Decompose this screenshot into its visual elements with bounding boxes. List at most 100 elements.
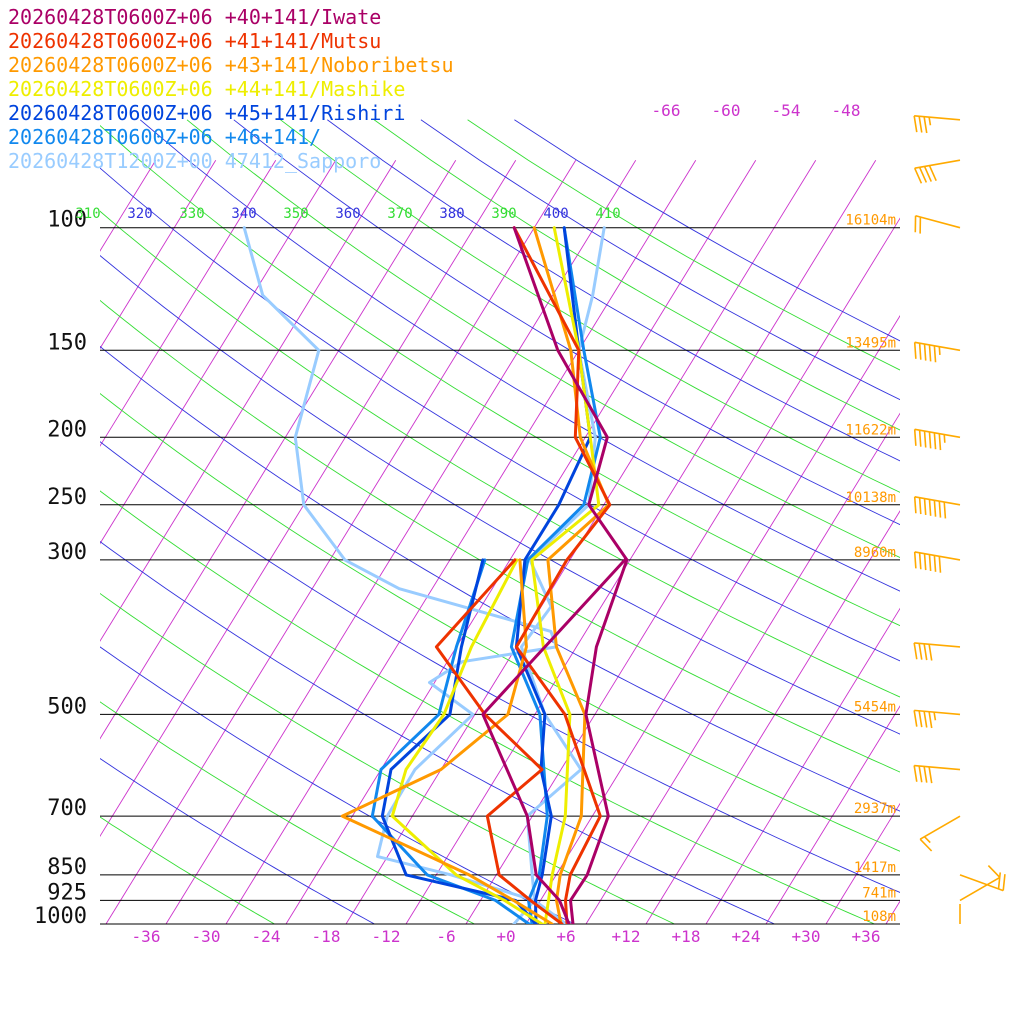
wind-barb bbox=[959, 865, 1001, 902]
wind-barb-flag bbox=[923, 343, 927, 361]
dry-adiabat bbox=[100, 345, 900, 812]
wind-barb bbox=[913, 341, 961, 363]
wind-barb-staff bbox=[914, 709, 961, 716]
pressure-label: 100 bbox=[47, 208, 87, 233]
wind-barb-staff bbox=[914, 642, 961, 648]
dry-adiabat bbox=[280, 119, 900, 493]
wind-barb-flag bbox=[918, 343, 922, 360]
wind-barb-half bbox=[923, 836, 931, 844]
temp-tick-label: -18 bbox=[312, 927, 341, 946]
wind-barb bbox=[913, 642, 961, 661]
wind-barb-flag bbox=[943, 501, 947, 519]
temp-tick-label: +30 bbox=[792, 927, 821, 946]
wind-barb-flag bbox=[923, 711, 928, 728]
wind-barb-flag bbox=[918, 167, 928, 183]
wind-barb-flag bbox=[913, 429, 917, 446]
pressure-label: 925 bbox=[47, 880, 87, 905]
wind-barb-flag bbox=[933, 555, 937, 572]
isotherm-line bbox=[100, 159, 457, 740]
theta-label: 410 bbox=[595, 206, 620, 222]
wind-barb-staff bbox=[914, 551, 961, 561]
dry-adiabat bbox=[100, 167, 900, 662]
wind-barb-flag bbox=[923, 498, 927, 516]
dry-adiabat bbox=[100, 299, 900, 773]
wind-barb-flag bbox=[913, 167, 923, 184]
dry-adiabat bbox=[100, 816, 276, 924]
height-label: 13495m bbox=[845, 335, 896, 351]
wind-barb-flag bbox=[928, 431, 932, 449]
wind-barb-flag bbox=[938, 433, 942, 451]
wind-barb-flag bbox=[913, 342, 917, 359]
temp-tick-label: +0 bbox=[496, 927, 515, 946]
wind-barb bbox=[919, 815, 961, 852]
wind-barb-half bbox=[938, 346, 941, 355]
temp-tick-label: -36 bbox=[132, 927, 161, 946]
isotherm-line bbox=[1006, 160, 1024, 924]
pressure-label: 850 bbox=[47, 855, 87, 880]
legend-entry: 20260428T0600Z+06 +46+141/ bbox=[8, 125, 321, 149]
isotherm-line bbox=[885, 900, 900, 924]
theta-label: 360 bbox=[335, 206, 360, 222]
temp-tick-label: -30 bbox=[192, 927, 221, 946]
wind-barb bbox=[959, 872, 1006, 892]
height-label: 741m bbox=[862, 885, 896, 901]
wind-barb-staff bbox=[914, 341, 961, 352]
height-label: 8960m bbox=[854, 545, 896, 561]
wind-barb-staff bbox=[914, 764, 961, 771]
wind-barb-flag bbox=[918, 710, 923, 728]
pressure-label: 300 bbox=[47, 540, 87, 565]
wind-barb-flag bbox=[923, 643, 928, 661]
temp-tick-label: +12 bbox=[612, 927, 641, 946]
wind-barb bbox=[913, 709, 961, 729]
wind-barb-flag bbox=[918, 765, 923, 783]
isotherm-label: -48 bbox=[832, 101, 861, 120]
wind-barb-flag bbox=[918, 552, 922, 570]
wind-barb-staff bbox=[914, 115, 961, 121]
wind-barb bbox=[913, 428, 961, 451]
isotherm-line bbox=[585, 412, 900, 924]
wind-barb-half bbox=[928, 117, 932, 126]
temp-tick-label: -12 bbox=[372, 927, 401, 946]
temperature-trace bbox=[509, 226, 602, 924]
legend-entry: 20260428T0600Z+06 +45+141/Rishiri bbox=[8, 101, 405, 125]
wind-barb-flag bbox=[933, 432, 937, 450]
wind-barb-flag bbox=[913, 551, 917, 569]
wind-barb-flag bbox=[913, 642, 918, 660]
temp-tick-label: +24 bbox=[732, 927, 761, 946]
dewpoint-trace bbox=[390, 558, 544, 924]
height-label: 1417m bbox=[854, 860, 896, 876]
dry-adiabat bbox=[100, 490, 876, 924]
dry-adiabat bbox=[100, 392, 900, 852]
wind-barb-flag bbox=[913, 710, 918, 727]
isotherm-label: -66 bbox=[652, 101, 681, 120]
wind-barb-flag bbox=[997, 872, 1002, 889]
wind-barb-flag bbox=[933, 345, 937, 363]
wind-barb-flag bbox=[933, 500, 937, 517]
dry-adiabat bbox=[139, 119, 900, 592]
dry-adiabat bbox=[100, 210, 900, 698]
wind-barb-flag bbox=[923, 766, 928, 783]
wind-barb-flag bbox=[918, 497, 922, 515]
wind-barb-staff bbox=[915, 215, 961, 229]
dry-adiabat bbox=[100, 646, 576, 924]
theta-label: 380 bbox=[439, 206, 464, 222]
wind-barb-flag bbox=[923, 116, 928, 134]
height-label: 11622m bbox=[845, 422, 896, 438]
wind-barb-flag bbox=[928, 554, 932, 572]
legend-entry: 20260428T0600Z+06 +44+141/Mashike bbox=[8, 77, 405, 101]
dewpoint-trace bbox=[370, 558, 531, 924]
theta-label: 340 bbox=[231, 206, 256, 222]
wind-barb-half bbox=[943, 434, 946, 443]
height-label: 16104m bbox=[845, 213, 896, 229]
isotherm-line bbox=[465, 217, 900, 924]
isotherm-line bbox=[100, 159, 217, 350]
wind-barb-flag bbox=[1002, 874, 1006, 891]
wind-barb-staff bbox=[919, 815, 961, 840]
height-label: 2937m bbox=[854, 801, 896, 817]
temperature-trace bbox=[512, 226, 612, 924]
isotherm-line bbox=[100, 159, 397, 642]
temp-tick-label: +6 bbox=[556, 927, 575, 946]
wind-barb-flag bbox=[928, 644, 933, 661]
wind-barb-staff bbox=[959, 876, 1001, 902]
pressure-label: 700 bbox=[47, 796, 87, 821]
